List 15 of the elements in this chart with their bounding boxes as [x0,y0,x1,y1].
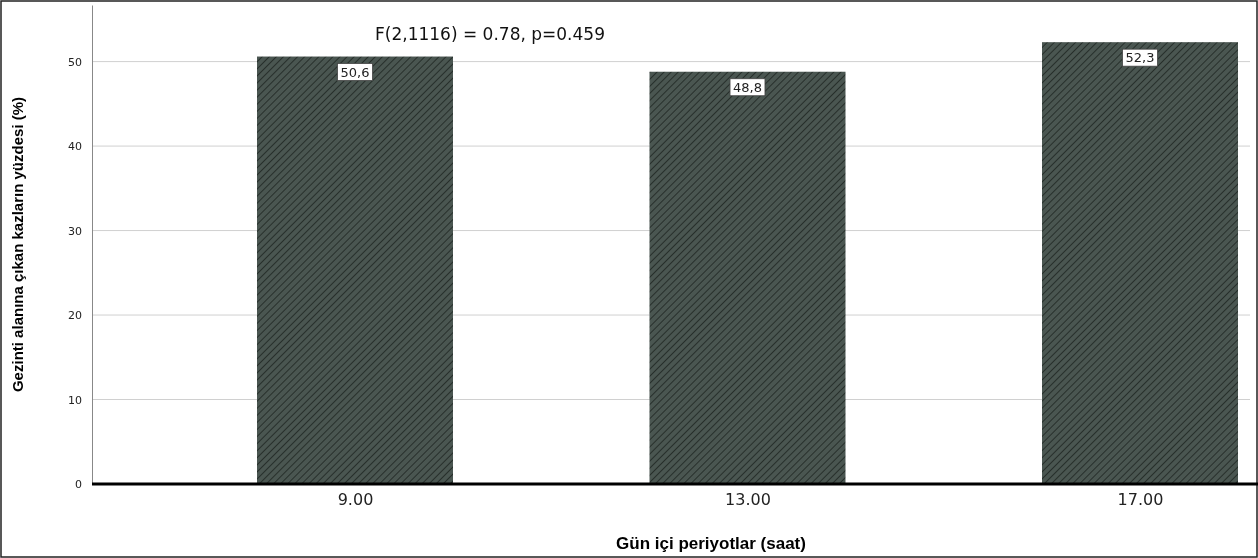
annotation: F(2,1116) = 0.78, p=0.459 [375,24,605,44]
data-label: 48,8 [733,79,762,95]
x-axis-title: Gün içi periyotlar (saat) [616,534,806,553]
data-label: 50,6 [340,64,370,80]
y-tick-label: 20 [68,309,82,323]
y-tick-label: 10 [68,393,82,407]
y-tick-label: 40 [68,140,82,154]
x-tick-label: 13.00 [725,490,771,510]
y-axis-title: Gezinti alanına çıkan kazların yüzdesi (%) [9,96,26,393]
y-tick-label: 30 [68,224,82,238]
x-tick-label: 17.00 [1117,490,1164,510]
data-label: 52,3 [1125,50,1155,66]
y-tick-label: 50 [68,55,82,69]
y-tick-label: 0 [75,478,82,492]
x-tick-label: 9.00 [337,490,374,510]
